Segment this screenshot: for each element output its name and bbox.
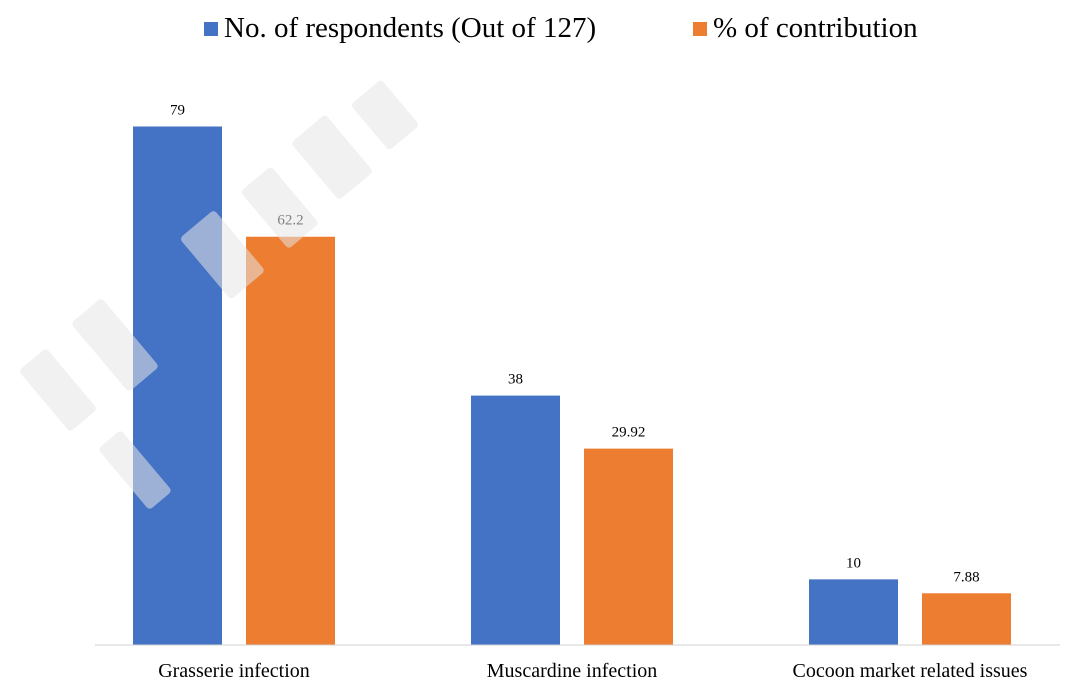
category-labels: Grasserie infection Muscardine infection C… [158,660,1027,682]
legend: No. of respondents (Out of 127) % of cont… [204,12,918,44]
category-label-2: Muscardine infection [487,660,658,682]
data-label-s1-c1: 79 [170,102,185,118]
legend-label-1: No. of respondents (Out of 127) [224,12,596,44]
bar-s2-c2 [584,448,673,645]
data-label-s2-c2: 29.92 [612,425,646,441]
legend-swatch-1 [204,22,218,36]
data-label-s1-c3: 10 [846,555,861,571]
legend-swatch-2 [693,22,707,36]
bar-s1-c2 [471,395,560,645]
bar-s2-c3 [922,593,1011,645]
data-label-s2-c3: 7.88 [953,569,979,585]
category-label-3: Cocoon market related issues [793,660,1028,682]
bar-s1-c1 [133,126,222,645]
data-label-s1-c2: 38 [508,372,523,388]
data-label-s2-c1: 62.2 [277,213,303,229]
category-label-1: Grasserie infection [158,660,310,682]
bar-s1-c3 [809,579,898,645]
bar-area [133,126,1011,645]
bar-s2-c1 [246,236,335,645]
legend-label-2: % of contribution [713,12,918,44]
